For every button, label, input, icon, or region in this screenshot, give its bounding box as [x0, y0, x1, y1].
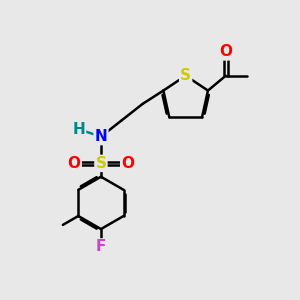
Text: O: O — [219, 44, 232, 59]
Text: H: H — [72, 122, 85, 137]
Text: O: O — [68, 156, 81, 171]
Text: O: O — [121, 156, 134, 171]
Text: S: S — [95, 156, 106, 171]
Text: N: N — [94, 129, 107, 144]
Text: S: S — [180, 68, 191, 83]
Text: F: F — [96, 239, 106, 254]
